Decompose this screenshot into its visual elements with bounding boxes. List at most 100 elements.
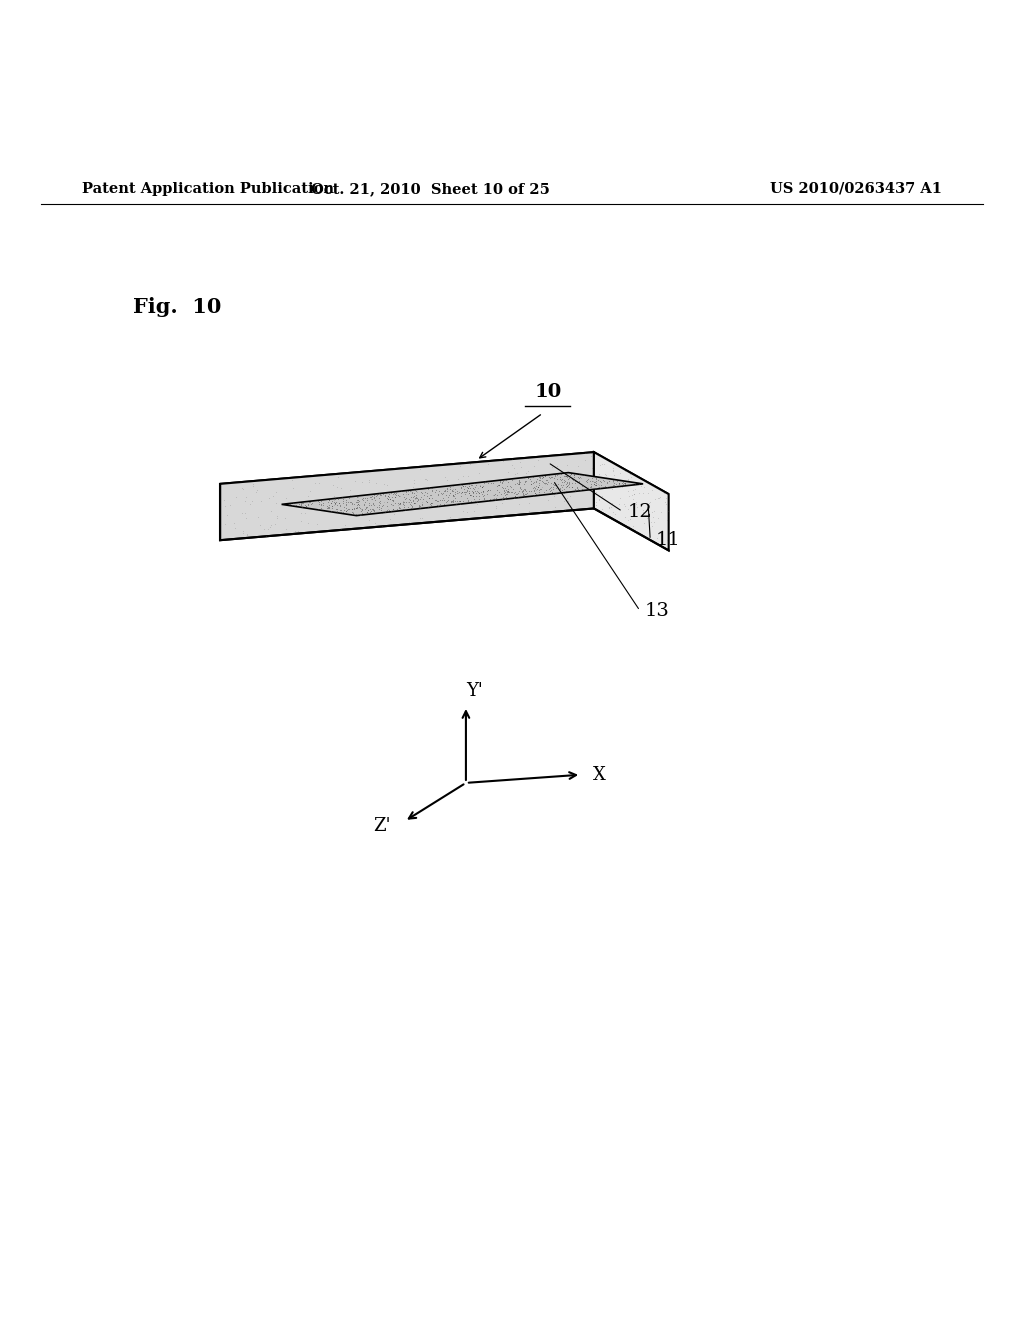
Point (359, 516, 376, 537)
Point (385, 490, 401, 511)
Point (526, 480, 543, 502)
Point (409, 487, 425, 508)
Point (476, 473, 493, 494)
Point (487, 496, 504, 517)
Point (406, 486, 422, 507)
Point (338, 494, 354, 515)
Point (506, 487, 522, 508)
Point (548, 474, 564, 495)
Point (344, 502, 360, 523)
Point (459, 479, 475, 500)
Point (531, 470, 548, 491)
Point (427, 482, 443, 503)
Point (562, 463, 579, 484)
Point (358, 487, 375, 508)
Point (553, 469, 569, 490)
Point (516, 484, 532, 506)
Point (560, 491, 577, 512)
Point (379, 495, 395, 516)
Point (364, 488, 380, 510)
Point (429, 491, 445, 512)
Point (518, 483, 535, 504)
Point (463, 490, 479, 511)
Point (588, 474, 604, 495)
Point (354, 499, 371, 520)
Point (457, 483, 473, 504)
Point (369, 496, 385, 517)
Point (617, 461, 634, 482)
Point (542, 480, 558, 502)
Point (366, 499, 382, 520)
Point (592, 478, 608, 499)
Point (540, 490, 556, 511)
Point (469, 494, 485, 515)
Point (354, 471, 371, 492)
Point (276, 507, 293, 528)
Point (221, 494, 238, 515)
Point (368, 486, 384, 507)
Point (383, 483, 399, 504)
Point (433, 483, 450, 504)
Point (399, 499, 416, 520)
Point (441, 478, 458, 499)
Point (252, 515, 268, 536)
Point (365, 499, 381, 520)
Point (511, 480, 527, 502)
Point (614, 477, 631, 498)
Point (301, 492, 317, 513)
Point (352, 504, 369, 525)
Point (438, 478, 455, 499)
Point (268, 482, 285, 503)
Point (428, 490, 444, 511)
Point (541, 467, 557, 488)
Point (627, 479, 643, 500)
Point (454, 482, 470, 503)
Point (390, 492, 407, 513)
Point (472, 474, 488, 495)
Point (605, 502, 622, 523)
Point (510, 486, 526, 507)
Point (506, 483, 522, 504)
Point (526, 477, 543, 498)
Point (531, 466, 548, 487)
Point (509, 462, 525, 483)
Point (557, 500, 573, 521)
Point (656, 491, 673, 512)
Point (233, 503, 250, 524)
Point (507, 484, 523, 506)
Point (307, 473, 324, 494)
Point (536, 467, 552, 488)
Point (526, 471, 543, 492)
Point (282, 494, 298, 515)
Point (329, 502, 345, 523)
Point (502, 475, 518, 496)
Point (461, 483, 477, 504)
Point (464, 480, 480, 502)
Point (458, 474, 474, 495)
Point (248, 482, 264, 503)
Point (511, 473, 527, 494)
Point (294, 492, 310, 513)
Point (456, 475, 472, 496)
Point (645, 506, 662, 527)
Point (372, 491, 388, 512)
Point (573, 467, 590, 488)
Point (517, 463, 534, 484)
Point (573, 479, 590, 500)
Point (601, 496, 617, 517)
Point (543, 466, 559, 487)
Point (342, 484, 358, 506)
Point (442, 507, 459, 528)
Point (216, 513, 232, 535)
Point (312, 490, 329, 511)
Point (588, 482, 604, 503)
Point (373, 498, 389, 519)
Point (335, 502, 351, 523)
Point (525, 478, 542, 499)
Point (499, 480, 515, 502)
Point (439, 477, 456, 498)
Point (614, 471, 631, 492)
Point (284, 494, 300, 515)
Point (651, 487, 668, 508)
Point (625, 480, 641, 502)
